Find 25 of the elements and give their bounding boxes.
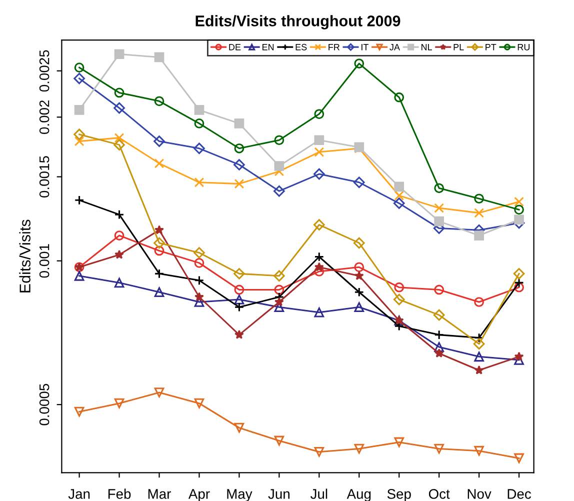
legend-label: FR — [328, 44, 340, 50]
x-tick-label: Dec — [508, 489, 532, 499]
x-tick-label: Jun — [268, 489, 290, 499]
legend-label: NL — [422, 44, 432, 50]
y-tick-label: 0.001 — [39, 244, 50, 278]
y-tick-label: 0.0005 — [39, 384, 50, 426]
y-tick-label: 0.002 — [39, 100, 50, 134]
y-axis-title: Edits/Visits — [19, 220, 30, 292]
y-tick-label: 0.0015 — [39, 156, 50, 198]
legend-label: JA — [390, 44, 400, 50]
x-tick-label: Mar — [148, 489, 171, 499]
x-tick-label: Nov — [468, 489, 492, 499]
chart-title: Edits/Visits throughout 2009 — [196, 15, 400, 30]
legend-label: EN — [262, 44, 274, 50]
legend-label: IT — [362, 44, 368, 50]
legend-label: PL — [454, 44, 464, 50]
x-tick-label: Oct — [428, 489, 450, 499]
legend-label: PT — [486, 44, 496, 50]
x-tick-label: Feb — [108, 488, 131, 499]
y-tick-label: 0.0025 — [39, 50, 50, 92]
legend-label: ES — [296, 44, 307, 50]
legend-label: RU — [518, 44, 530, 50]
x-tick-label: Jul — [310, 488, 328, 499]
x-tick-label: Jan — [68, 489, 90, 499]
legend-label: DE — [229, 44, 241, 50]
